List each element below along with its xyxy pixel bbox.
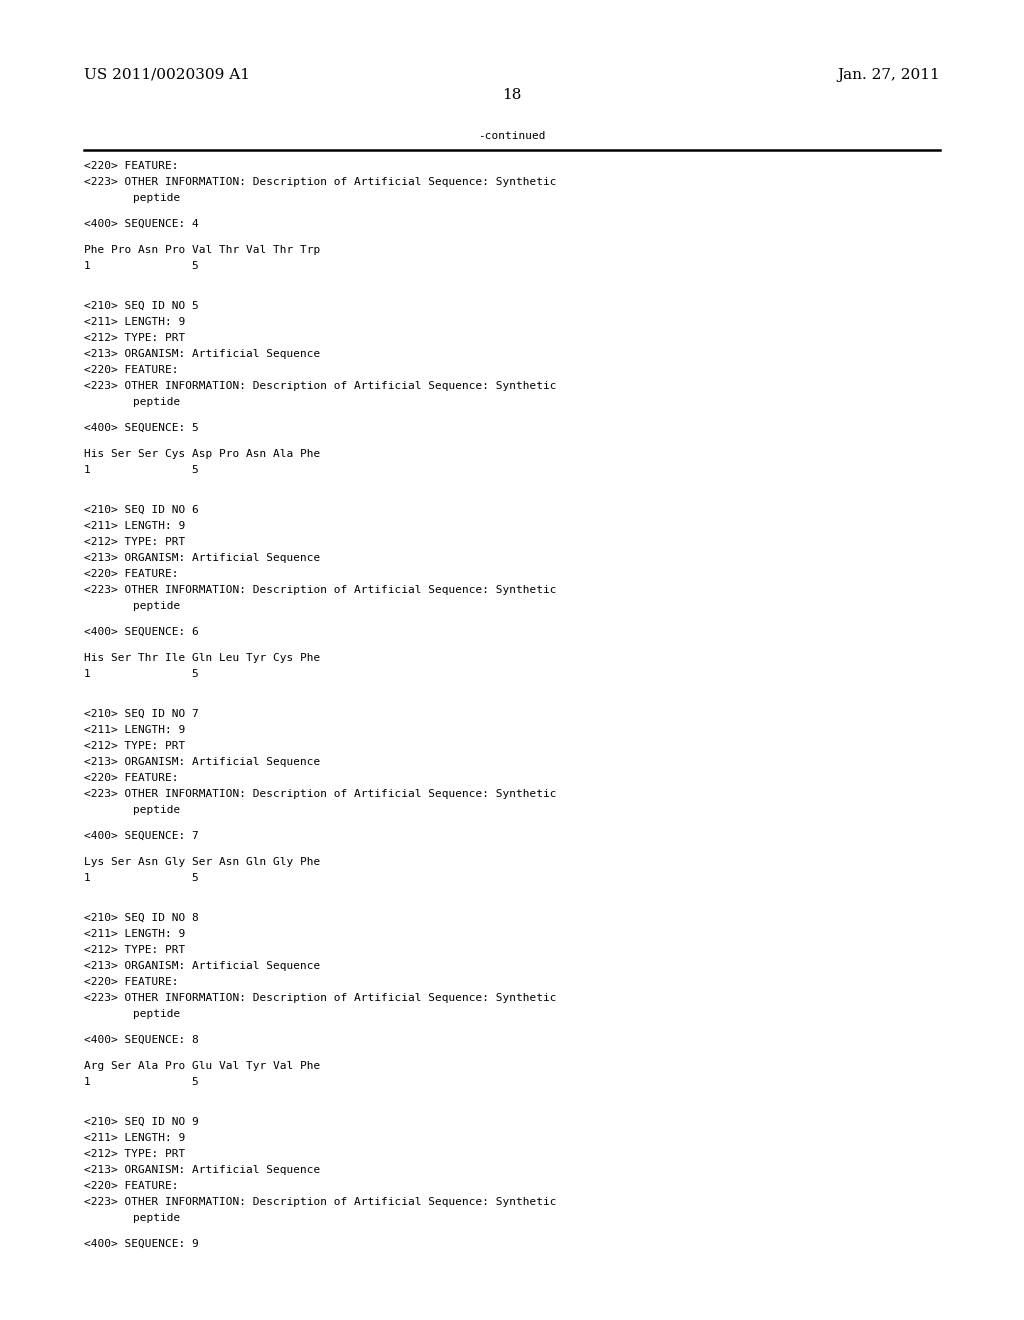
- Text: <212> TYPE: PRT: <212> TYPE: PRT: [84, 741, 185, 751]
- Text: Jan. 27, 2011: Jan. 27, 2011: [838, 67, 940, 82]
- Text: <220> FEATURE:: <220> FEATURE:: [84, 161, 178, 172]
- Text: His Ser Ser Cys Asp Pro Asn Ala Phe: His Ser Ser Cys Asp Pro Asn Ala Phe: [84, 449, 321, 459]
- Text: <400> SEQUENCE: 9: <400> SEQUENCE: 9: [84, 1238, 199, 1249]
- Text: 1               5: 1 5: [84, 669, 199, 678]
- Text: <220> FEATURE:: <220> FEATURE:: [84, 977, 178, 987]
- Text: His Ser Thr Ile Gln Leu Tyr Cys Phe: His Ser Thr Ile Gln Leu Tyr Cys Phe: [84, 653, 321, 663]
- Text: <212> TYPE: PRT: <212> TYPE: PRT: [84, 537, 185, 546]
- Text: <210> SEQ ID NO 8: <210> SEQ ID NO 8: [84, 912, 199, 923]
- Text: peptide: peptide: [133, 1008, 180, 1019]
- Text: peptide: peptide: [133, 193, 180, 203]
- Text: 18: 18: [503, 88, 521, 103]
- Text: Phe Pro Asn Pro Val Thr Val Thr Trp: Phe Pro Asn Pro Val Thr Val Thr Trp: [84, 246, 321, 255]
- Text: 1               5: 1 5: [84, 465, 199, 475]
- Text: <213> ORGANISM: Artificial Sequence: <213> ORGANISM: Artificial Sequence: [84, 1164, 321, 1175]
- Text: <212> TYPE: PRT: <212> TYPE: PRT: [84, 1148, 185, 1159]
- Text: peptide: peptide: [133, 397, 180, 407]
- Text: <220> FEATURE:: <220> FEATURE:: [84, 364, 178, 375]
- Text: <223> OTHER INFORMATION: Description of Artificial Sequence: Synthetic: <223> OTHER INFORMATION: Description of …: [84, 1197, 556, 1206]
- Text: <400> SEQUENCE: 7: <400> SEQUENCE: 7: [84, 830, 199, 841]
- Text: <210> SEQ ID NO 6: <210> SEQ ID NO 6: [84, 504, 199, 515]
- Text: <223> OTHER INFORMATION: Description of Artificial Sequence: Synthetic: <223> OTHER INFORMATION: Description of …: [84, 993, 556, 1003]
- Text: <213> ORGANISM: Artificial Sequence: <213> ORGANISM: Artificial Sequence: [84, 961, 321, 970]
- Text: 1               5: 1 5: [84, 873, 199, 883]
- Text: US 2011/0020309 A1: US 2011/0020309 A1: [84, 67, 250, 82]
- Text: peptide: peptide: [133, 805, 180, 814]
- Text: <223> OTHER INFORMATION: Description of Artificial Sequence: Synthetic: <223> OTHER INFORMATION: Description of …: [84, 789, 556, 799]
- Text: <213> ORGANISM: Artificial Sequence: <213> ORGANISM: Artificial Sequence: [84, 553, 321, 562]
- Text: <223> OTHER INFORMATION: Description of Artificial Sequence: Synthetic: <223> OTHER INFORMATION: Description of …: [84, 585, 556, 595]
- Text: Lys Ser Asn Gly Ser Asn Gln Gly Phe: Lys Ser Asn Gly Ser Asn Gln Gly Phe: [84, 857, 321, 867]
- Text: <400> SEQUENCE: 8: <400> SEQUENCE: 8: [84, 1035, 199, 1045]
- Text: <211> LENGTH: 9: <211> LENGTH: 9: [84, 317, 185, 327]
- Text: <223> OTHER INFORMATION: Description of Artificial Sequence: Synthetic: <223> OTHER INFORMATION: Description of …: [84, 177, 556, 187]
- Text: <211> LENGTH: 9: <211> LENGTH: 9: [84, 929, 185, 939]
- Text: <400> SEQUENCE: 5: <400> SEQUENCE: 5: [84, 422, 199, 433]
- Text: <212> TYPE: PRT: <212> TYPE: PRT: [84, 945, 185, 954]
- Text: <211> LENGTH: 9: <211> LENGTH: 9: [84, 1133, 185, 1143]
- Text: <210> SEQ ID NO 7: <210> SEQ ID NO 7: [84, 709, 199, 718]
- Text: <213> ORGANISM: Artificial Sequence: <213> ORGANISM: Artificial Sequence: [84, 348, 321, 359]
- Text: -continued: -continued: [478, 131, 546, 141]
- Text: <220> FEATURE:: <220> FEATURE:: [84, 569, 178, 579]
- Text: <213> ORGANISM: Artificial Sequence: <213> ORGANISM: Artificial Sequence: [84, 756, 321, 767]
- Text: peptide: peptide: [133, 1213, 180, 1222]
- Text: 1               5: 1 5: [84, 1077, 199, 1086]
- Text: <223> OTHER INFORMATION: Description of Artificial Sequence: Synthetic: <223> OTHER INFORMATION: Description of …: [84, 381, 556, 391]
- Text: <400> SEQUENCE: 4: <400> SEQUENCE: 4: [84, 219, 199, 230]
- Text: <220> FEATURE:: <220> FEATURE:: [84, 772, 178, 783]
- Text: Arg Ser Ala Pro Glu Val Tyr Val Phe: Arg Ser Ala Pro Glu Val Tyr Val Phe: [84, 1061, 321, 1071]
- Text: <211> LENGTH: 9: <211> LENGTH: 9: [84, 521, 185, 531]
- Text: <220> FEATURE:: <220> FEATURE:: [84, 1180, 178, 1191]
- Text: <400> SEQUENCE: 6: <400> SEQUENCE: 6: [84, 627, 199, 638]
- Text: peptide: peptide: [133, 601, 180, 611]
- Text: <212> TYPE: PRT: <212> TYPE: PRT: [84, 333, 185, 343]
- Text: <211> LENGTH: 9: <211> LENGTH: 9: [84, 725, 185, 735]
- Text: <210> SEQ ID NO 9: <210> SEQ ID NO 9: [84, 1117, 199, 1126]
- Text: 1               5: 1 5: [84, 261, 199, 271]
- Text: <210> SEQ ID NO 5: <210> SEQ ID NO 5: [84, 301, 199, 310]
